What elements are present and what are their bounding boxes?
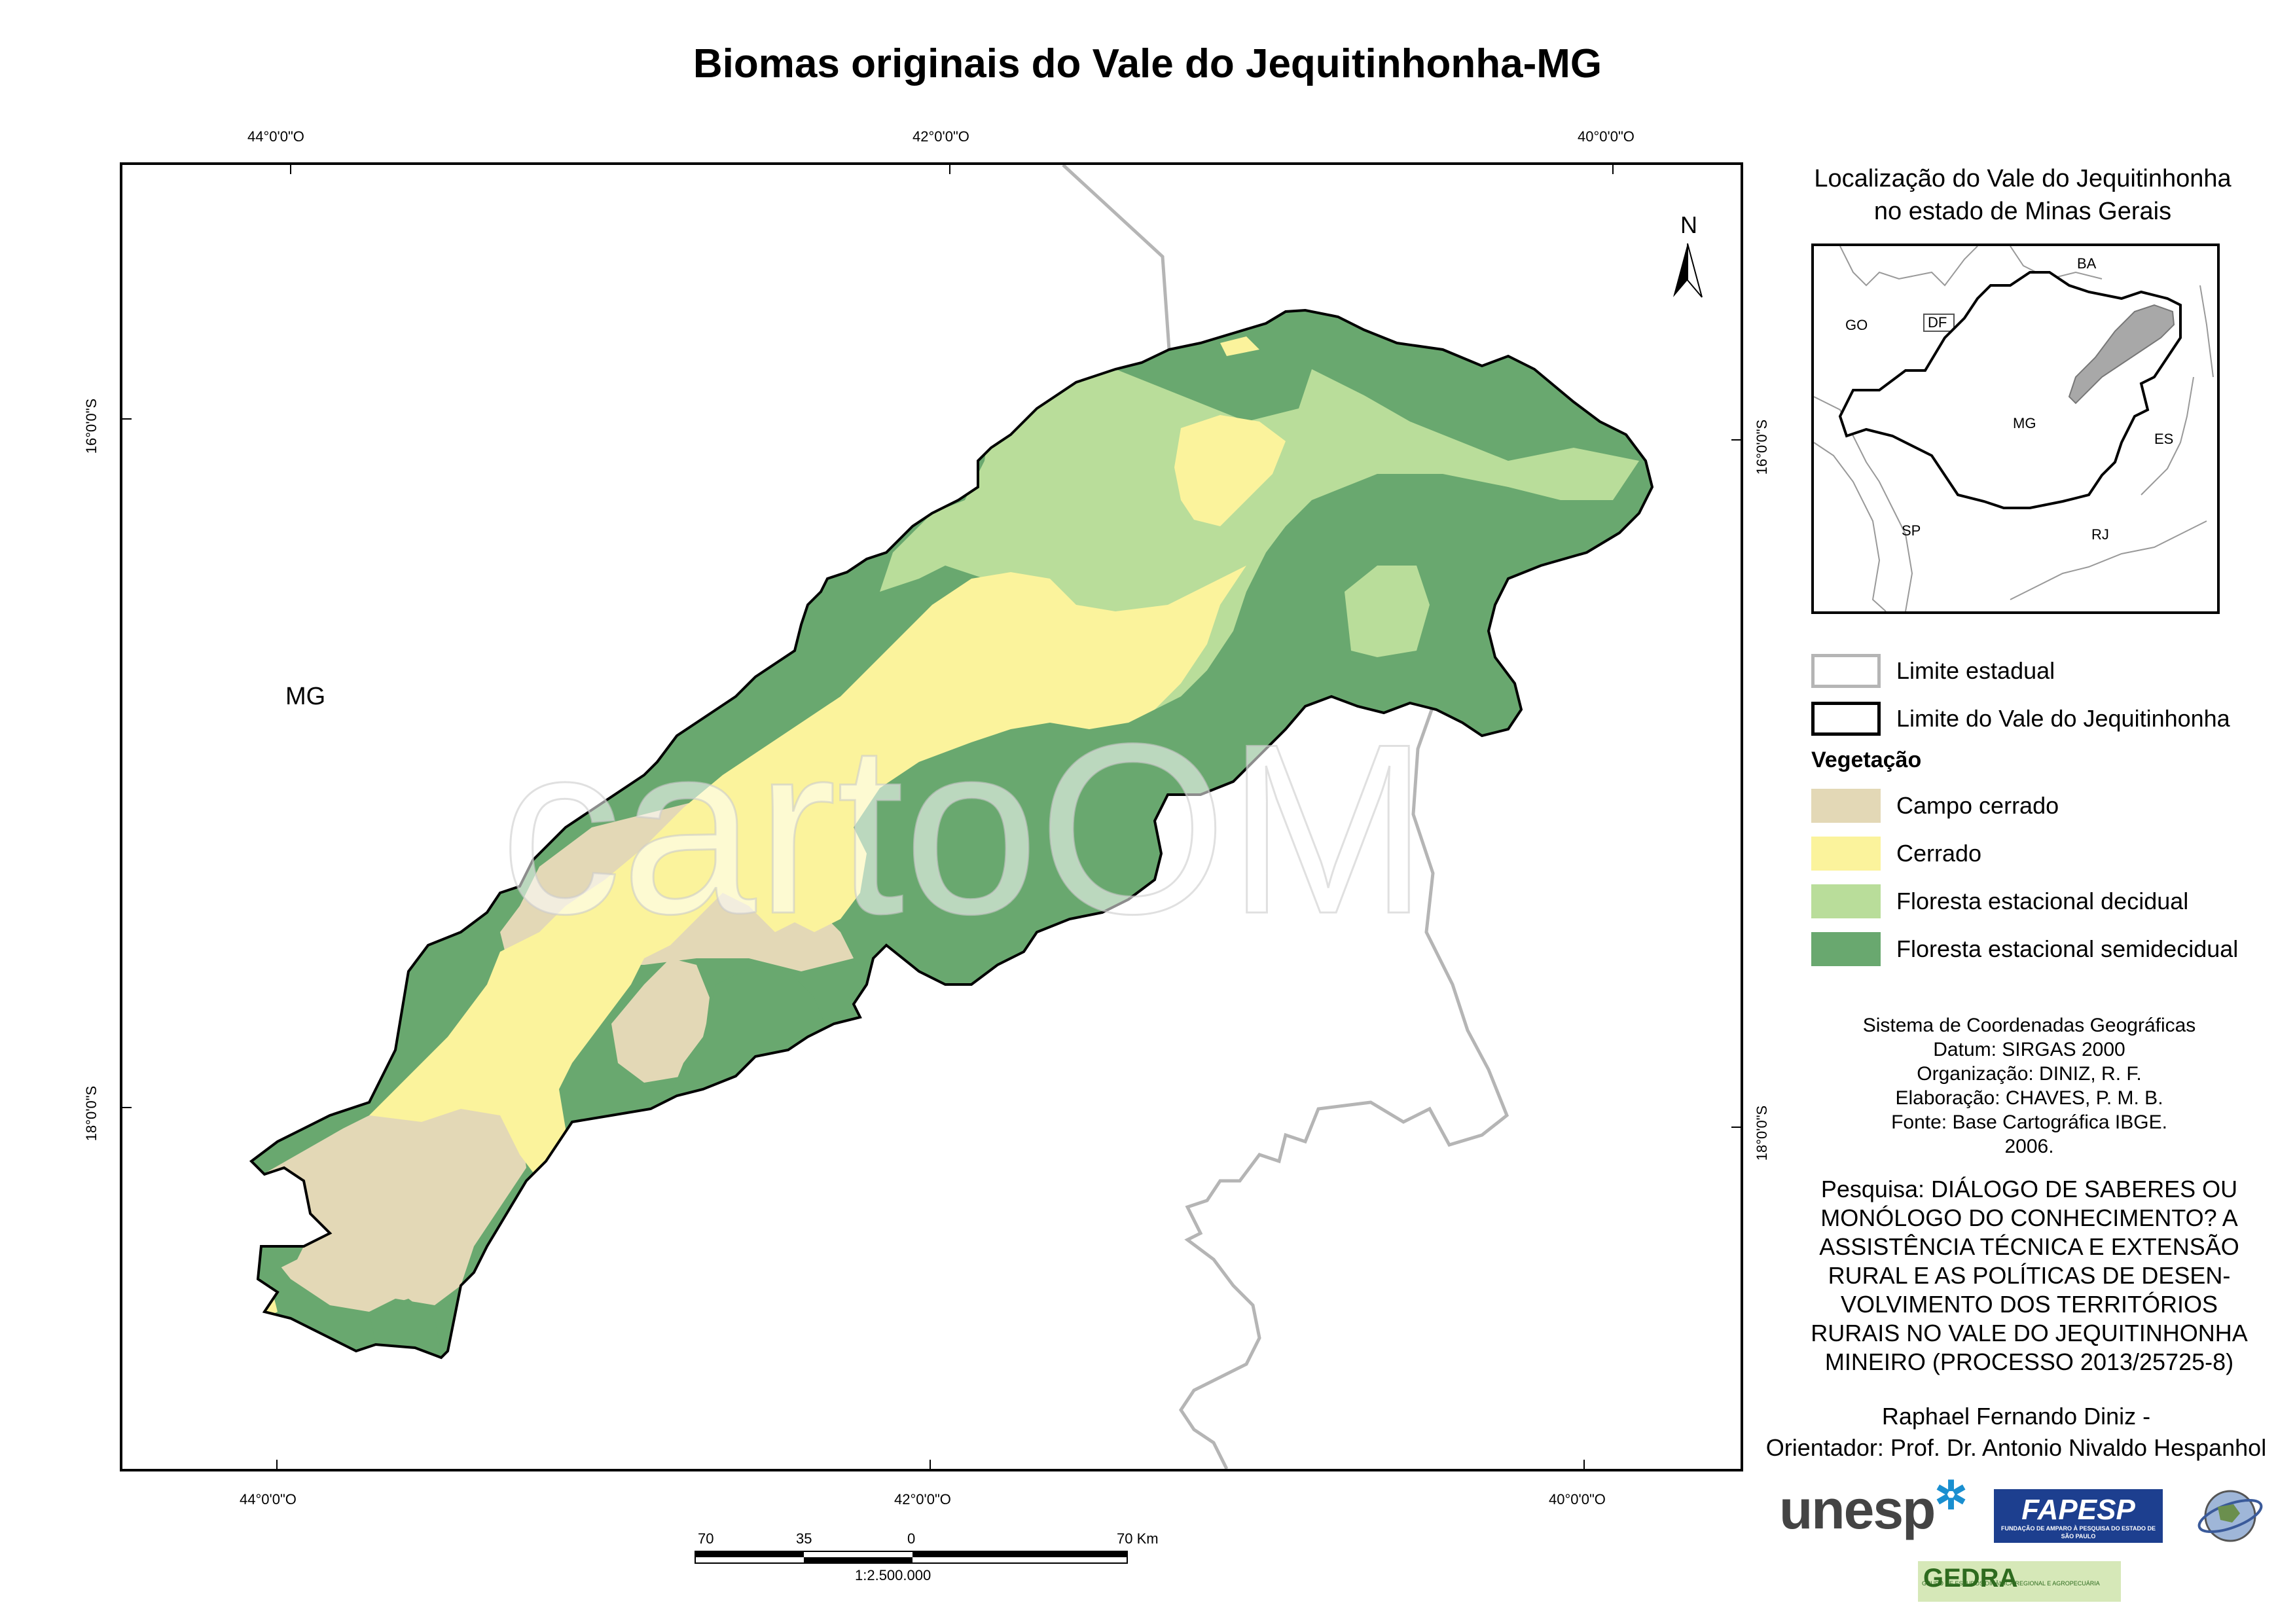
credit-line: Elaboração: CHAVES, P. M. B. [1895,1087,2163,1109]
graticule-bottom-40w: 40°0'0"O [1549,1491,1606,1507]
research-line: ASSISTÊNCIA TÉCNICA E EXTENSÃO [1819,1233,2239,1260]
vale-highlight [2068,304,2175,405]
scale-bar: 70 35 0 70 Km 1:2.500.000 [695,1530,1159,1583]
graticule-bottom-44w: 44°0'0"O [240,1491,297,1507]
inset-label-sp: SP [1902,522,1921,539]
legend-floresta-semidecidual: Floresta estacional semidecidual [1811,931,2238,967]
credit-line: Sistema de Coordenadas Geográficas [1862,1015,2196,1036]
graticule-left-18s: 18°0'0"S [83,1085,100,1142]
globe-logo-icon [2197,1490,2263,1542]
legend-campo-cerrado: Campo cerrado [1811,787,2059,824]
credit-line: 2006. [2004,1136,2054,1157]
gedra-logo: GEDRA GRUPO DE ESTUDOS DINÂMICA REGIONAL… [1918,1561,2121,1602]
legend-label: Limite estadual [1896,657,2055,684]
legend-swatch-floresta-semidecidual [1811,932,1881,966]
legend-floresta-decidual: Floresta estacional decidual [1811,883,2188,920]
map-credits: Sistema de Coordenadas Geográficas Datum… [1767,1013,2291,1159]
research-line: Pesquisa: DIÁLOGO DE SABERES OU [1820,1176,2238,1202]
north-label: N [1680,211,1697,238]
inset-label-go: GO [1845,317,1868,333]
campo-cerrado-area [251,1063,526,1312]
scale-tick-0: 0 [907,1530,915,1547]
inset-label-ba: BA [2077,255,2097,272]
fapesp-logo: FAPESP FUNDAÇÃO DE AMPARO À PESQUISA DO … [1994,1489,2163,1543]
scale-ratio: 1:2.500.000 [855,1567,931,1583]
advisor-line: Orientador: Prof. Dr. Antonio Nivaldo He… [1765,1434,2267,1461]
credit-line: Organização: DINIZ, R. F. [1917,1063,2142,1085]
research-line: VOLVIMENTO DOS TERRITÓRIOS [1840,1291,2218,1318]
gedra-logo-subtitle: GRUPO DE ESTUDOS DINÂMICA REGIONAL E AGR… [1922,1580,2100,1587]
legend-heading-vegetacao: Vegetação [1811,748,1922,772]
legend-limite-vale: Limite do Vale do Jequitinhonha [1811,700,2230,737]
legend-label: Limite do Vale do Jequitinhonha [1896,705,2230,732]
authors: Raphael Fernando Diniz - Orientador: Pro… [1741,1401,2291,1464]
legend-label: Floresta estacional semidecidual [1896,935,2239,962]
unesp-star-icon: ✲ [1934,1473,1967,1517]
graticule-right-16s: 16°0'0"S [1754,419,1771,475]
author-line: Raphael Fernando Diniz - [1881,1403,2151,1430]
state-label-mg: MG [285,683,325,710]
df-boundary [1923,314,1955,332]
inset-title-line1: Localização do Vale do Jequitinhonha [1814,165,2232,192]
north-arrow-icon: N [1673,211,1703,298]
fapesp-logo-text: FAPESP [2021,1494,2135,1526]
inset-label-mg: MG [2013,415,2036,431]
main-map: cartoOM MG N [120,162,1743,1471]
research-line: MONÓLOGO DO CONHECIMENTO? A [1820,1204,2238,1231]
research-line: RURAIS NO VALE DO JEQUITINHONHA [1811,1320,2248,1346]
inset-label-es: ES [2154,431,2173,447]
graticule-bottom-42w: 42°0'0"O [894,1491,951,1507]
scale-tick-70: 70 [698,1530,714,1547]
research-line: MINEIRO (PROCESSO 2013/25725-8) [1824,1348,2234,1375]
legend-cerrado: Cerrado [1811,835,1981,872]
watermark: cartoOM [500,694,1429,964]
graticule-top-40w: 40°0'0"O [1578,128,1635,145]
map-canvas: cartoOM MG N [122,165,1741,1469]
legend-label: Cerrado [1896,840,1982,867]
legend-limite-estadual: Limite estadual [1811,653,2055,689]
scale-tick-70km: 70 Km [1117,1530,1159,1547]
unesp-logo-text: unesp [1779,1479,1936,1540]
legend-swatch-limite-estadual [1811,654,1881,688]
legend-swatch-cerrado [1811,837,1881,871]
unesp-logo: unesp✲ [1779,1473,1968,1542]
credit-line: Fonte: Base Cartográfica IBGE. [1891,1111,2167,1133]
page-title: Biomas originais do Vale do Jequitinhonh… [693,41,1602,86]
legend-swatch-floresta-decidual [1811,884,1881,918]
legend-label: Campo cerrado [1896,792,2059,819]
graticule-left-16s: 16°0'0"S [83,398,100,454]
legend-swatch-limite-vale [1811,702,1881,736]
inset-title: Localização do Vale do Jequitinhonha no … [1761,162,2285,228]
research-description: Pesquisa: DIÁLOGO DE SABERES OU MONÓLOGO… [1767,1175,2291,1377]
gedra-logo-text: GEDRA [1923,1564,2018,1593]
scale-tick-35: 35 [796,1530,812,1547]
inset-label-df: DF [1928,314,1947,331]
inset-label-rj: RJ [2091,526,2109,543]
state-boundary [1062,165,1509,1469]
legend-label: Floresta estacional decidual [1896,888,2189,914]
inset-locator-map: BA GO DF MG ES SP RJ [1811,244,2220,614]
research-line: RURAL E AS POLÍTICAS DE DESEN- [1828,1262,2231,1289]
credit-line: Datum: SIRGAS 2000 [1933,1039,2125,1060]
inset-map-canvas: BA GO DF MG ES SP RJ [1814,246,2214,611]
mg-state-outline [1838,271,2182,509]
graticule-top-42w: 42°0'0"O [913,128,969,145]
graticule-top-44w: 44°0'0"O [247,128,304,145]
inset-title-line2: no estado de Minas Gerais [1873,198,2172,225]
fapesp-logo-subtitle: FUNDAÇÃO DE AMPARO À PESQUISA DO ESTADO … [2000,1525,2156,1540]
legend-swatch-campo-cerrado [1811,789,1881,823]
